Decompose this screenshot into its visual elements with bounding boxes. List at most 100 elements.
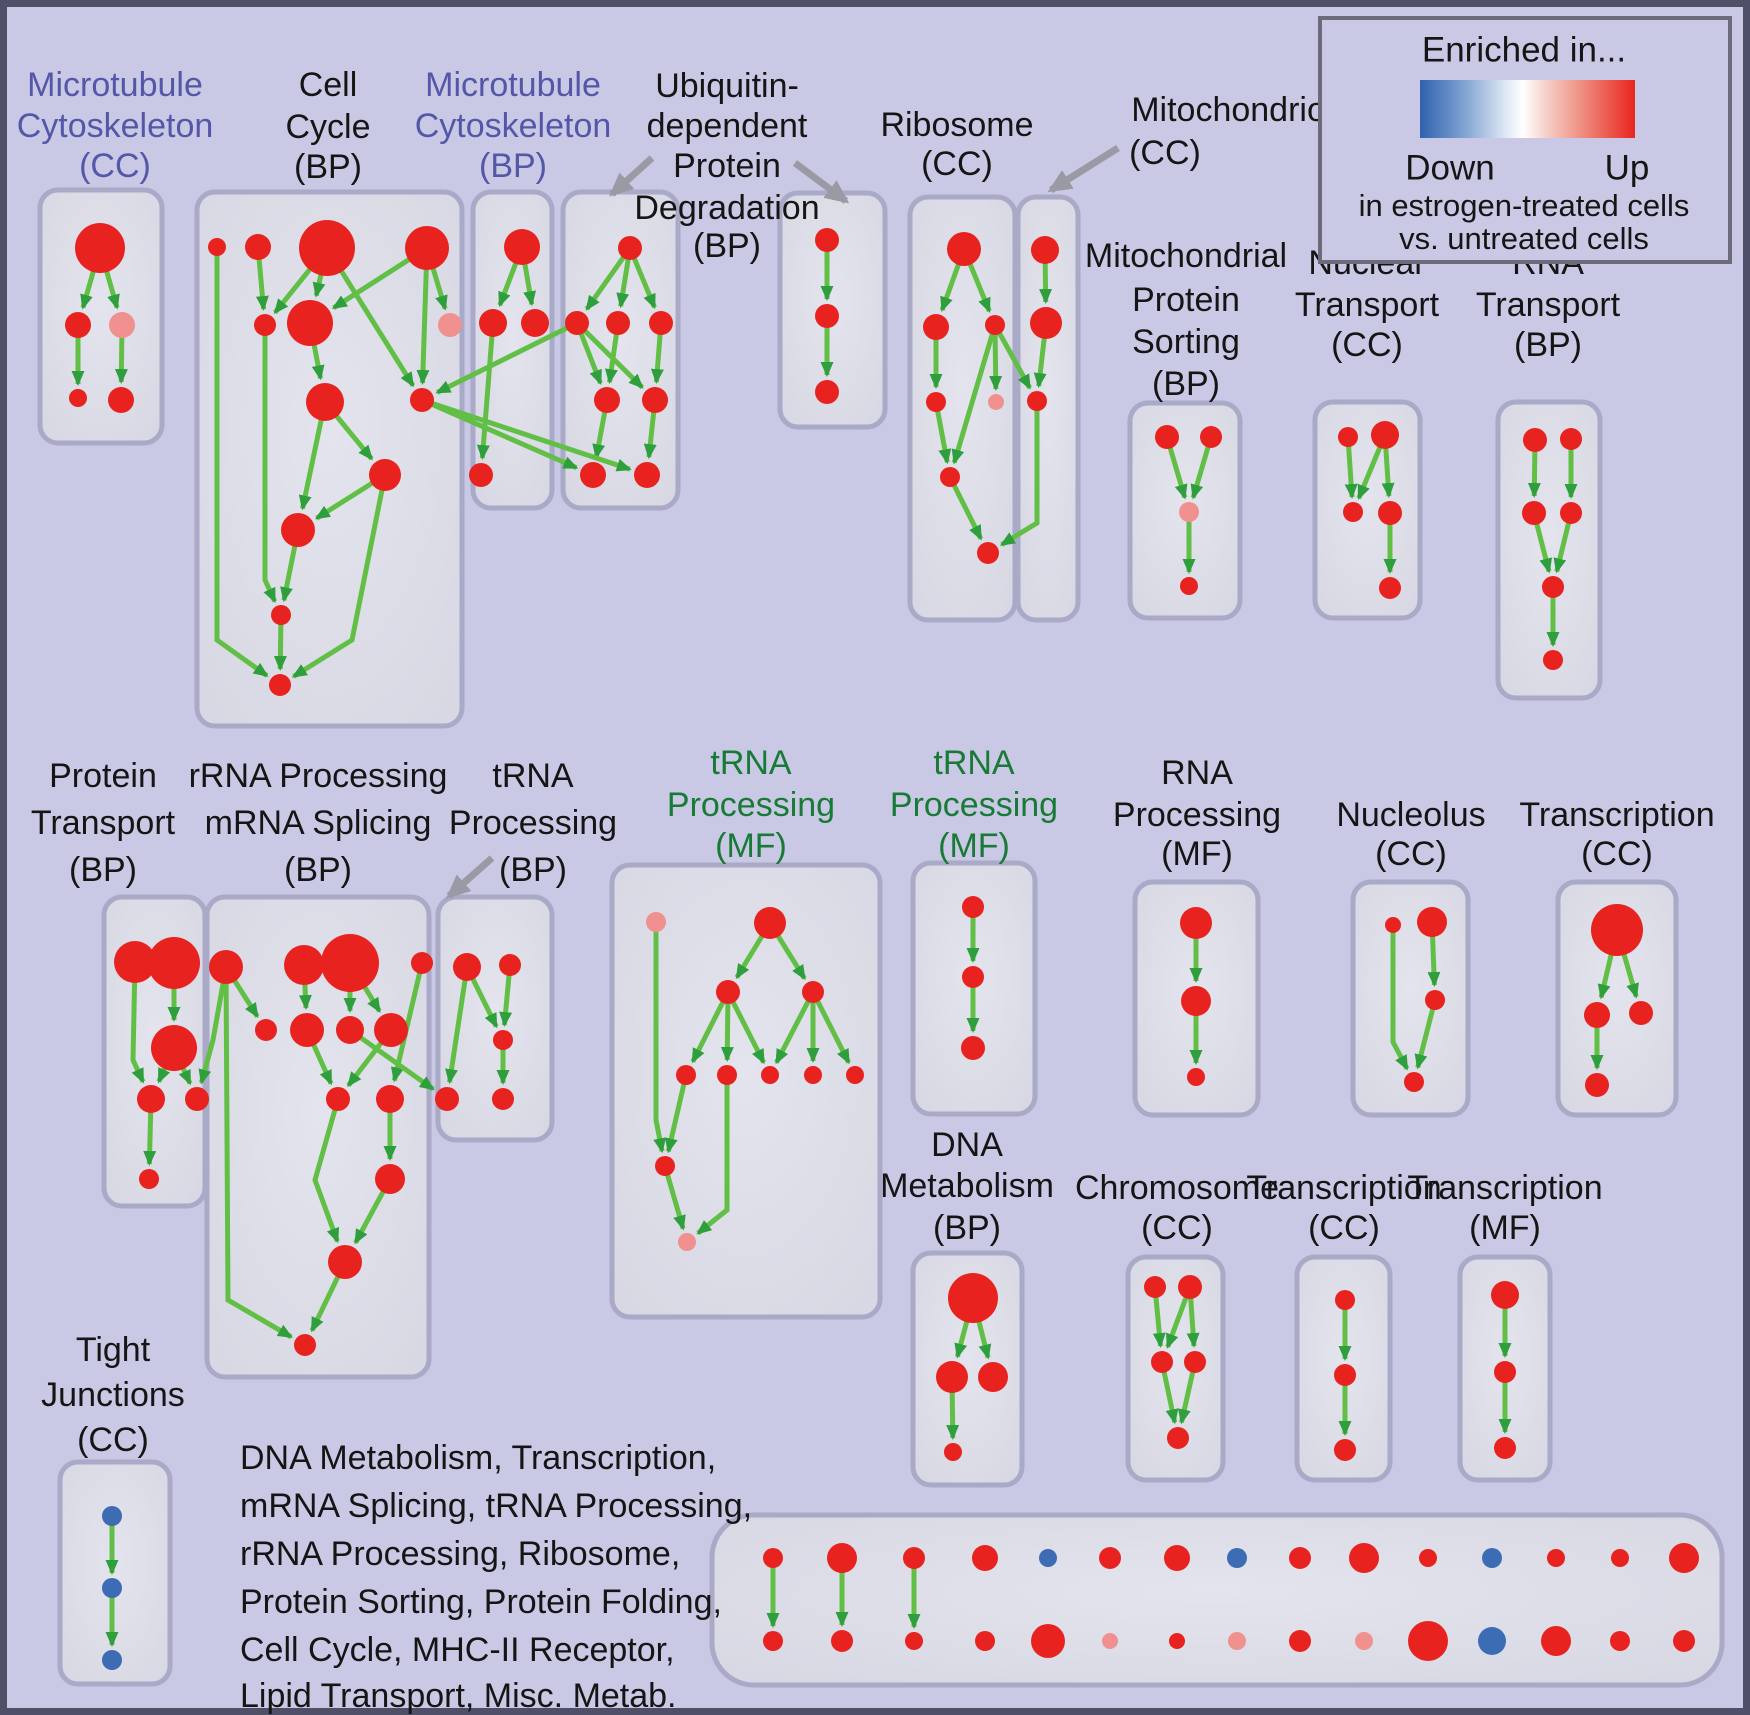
legend-up-label: Up	[1605, 148, 1650, 187]
group-label-trna-processing-mf-large-line1: Processing	[667, 786, 835, 824]
group-label-dna-metabolism-bp-line1: Metabolism	[880, 1167, 1054, 1205]
node-summary-col6-top	[1164, 1545, 1190, 1571]
node-ubiquitin-degradation-bp-U8	[634, 462, 660, 488]
node-microtubule-cytoskeleton-cc-a	[75, 223, 125, 273]
edge-nucleolus-cc	[1414, 999, 1438, 1070]
edge-protein-transport-bp	[130, 961, 146, 1084]
group-label-microtubule-cytoskeleton-cc-line1: Cytoskeleton	[17, 107, 214, 145]
edge-cell-cycle-bp	[291, 474, 388, 679]
node-cell-cycle-bp-C3	[299, 220, 355, 276]
node-summary-col14-bottom	[1673, 1630, 1695, 1652]
group-label-trna-processing-mf-small-line0: tRNA	[933, 744, 1015, 782]
edge-trna-processing-mf-large	[774, 990, 816, 1065]
group-label-trna-processing-mf-large-line0: tRNA	[710, 744, 792, 782]
layer-boxes	[37, 187, 1725, 1688]
node-summary-col2-top	[903, 1547, 925, 1569]
misc-categories-text-line4: Cell Cycle, MHC-II Receptor,	[240, 1631, 675, 1669]
edge-trna-processing-mf-large	[662, 1165, 686, 1231]
node-transcription-cc-X4	[1585, 1073, 1609, 1097]
node-ubiquitin-degradation-bp-U4	[649, 311, 673, 335]
node-transcription-cc-2-Y1	[1335, 1290, 1355, 1310]
group-label-ubiquitin-degradation-bp-line2: Protein	[673, 147, 781, 185]
group-label-ubiquitin-degradation-bp-line3: Degradation	[634, 189, 819, 227]
node-transcription-cc-2-Y3	[1334, 1439, 1356, 1461]
node-nuclear-transport-cc-NE	[1379, 577, 1401, 599]
edge-ubiquitin-degradation-bp	[584, 246, 633, 311]
group-label-microtubule-cytoskeleton-bp-line0: Microtubule	[425, 66, 601, 104]
node-summary-col13-bottom	[1610, 1631, 1630, 1651]
node-transcription-cc-2-Y2	[1334, 1364, 1356, 1386]
group-label-trna-processing-mf-large-line2: (MF)	[715, 827, 787, 865]
legend-subtitle-2: vs. untreated cells	[1399, 221, 1649, 256]
node-rna-transport-bp-K	[1543, 650, 1563, 670]
edge-ribosome-cc	[951, 324, 998, 465]
node-ubiquitin-degradation-bp-U7	[580, 462, 606, 488]
edge-trna-processing-mf-large	[810, 990, 851, 1065]
node-summary-col14-top	[1669, 1543, 1699, 1573]
node-summary-col7-bottom	[1228, 1632, 1246, 1650]
node-transcription-mf-Z3	[1494, 1437, 1516, 1459]
node-trna-processing-bp-T3	[493, 1030, 513, 1050]
group-label-nucleolus-cc-line1: (CC)	[1375, 835, 1447, 873]
group-label-microtubule-cytoskeleton-cc-line2: (CC)	[79, 147, 151, 185]
node-ubiquitin-degradation-bp-U3	[606, 311, 630, 335]
node-protein-transport-bp-P5	[185, 1087, 209, 1111]
ubiquitin-arrow-left	[609, 155, 655, 197]
edge-cross-rrna-processing-mrna-splicing-bp-protein-transport-bp	[198, 966, 229, 1085]
node-trna-processing-mf-large-GP	[646, 912, 666, 932]
node-ubiquitin-degradation-bp-2-N2	[815, 304, 839, 328]
edge-cell-cycle-bp	[416, 247, 430, 386]
node-rrna-processing-mrna-splicing-bp-R2	[284, 945, 324, 985]
node-mitochondrion-cc-MT1	[1031, 236, 1059, 264]
group-label-chromosome-cc-line0: Chromosome	[1075, 1169, 1279, 1207]
group-label-transcription-mf-line0: Transcription	[1407, 1169, 1602, 1207]
node-microtubule-cytoskeleton-bp-M4	[469, 463, 493, 487]
node-rrna-processing-mrna-splicing-bp-R5	[255, 1019, 277, 1041]
misc-categories-text-line5: Lipid Transport, Misc. Metab.	[240, 1677, 677, 1715]
node-summary-col6-bottom	[1169, 1633, 1185, 1649]
node-cell-cycle-bp-C10	[369, 459, 401, 491]
node-tight-junctions-cc-J2	[102, 1578, 122, 1598]
node-microtubule-cytoskeleton-cc-c	[109, 312, 135, 338]
group-label-ubiquitin-degradation-bp-line4: (BP)	[693, 227, 761, 265]
node-cell-cycle-bp-C11	[281, 513, 315, 547]
node-chromosome-cc-H3	[1151, 1351, 1173, 1373]
node-chromosome-cc-H4	[1184, 1351, 1206, 1373]
node-ribosome-cc-B4	[926, 392, 946, 412]
edge-trna-processing-mf-large	[696, 1075, 730, 1236]
ubiquitin-arrow-right	[792, 160, 850, 204]
node-tight-junctions-cc-J3	[102, 1650, 122, 1670]
node-trna-processing-mf-large-G7	[804, 1066, 822, 1084]
node-ubiquitin-degradation-bp-U6	[642, 387, 668, 413]
group-label-mitochondrial-protein-sorting-bp-line2: Sorting	[1132, 323, 1240, 361]
node-trna-processing-mf-large-G9	[655, 1156, 675, 1176]
node-rrna-processing-mrna-splicing-bp-R6	[290, 1013, 324, 1047]
group-label-rrna-processing-mrna-splicing-bp-line0: rRNA Processing	[189, 757, 448, 795]
group-label-ribosome-cc-line1: (CC)	[921, 145, 993, 183]
group-label-trna-processing-mf-small-line2: (MF)	[938, 827, 1010, 865]
node-summary-col2-bottom	[905, 1632, 923, 1650]
node-cell-cycle-bp-C5	[254, 314, 276, 336]
edge-ribosome-cc	[989, 324, 1003, 392]
node-cell-cycle-bp-C2	[245, 234, 271, 260]
node-protein-transport-bp-P1	[114, 941, 156, 983]
node-ribosome-cc-B1	[947, 232, 981, 266]
node-summary-col4-bottom	[1031, 1624, 1065, 1658]
group-box-misc-summary	[709, 1512, 1725, 1688]
group-label-transcription-cc-2-line0: Transcription	[1246, 1169, 1441, 1207]
node-summary-col12-bottom	[1541, 1626, 1571, 1656]
group-box-rna-transport-bp	[1495, 399, 1603, 701]
node-rrna-processing-mrna-splicing-bp-R4	[411, 952, 433, 974]
edge-trna-processing-mf-large	[664, 1074, 689, 1154]
node-rrna-processing-mrna-splicing-bp-R10	[376, 1085, 404, 1113]
node-rna-transport-bp-F	[1523, 428, 1547, 452]
group-label-protein-transport-bp-line0: Protein	[49, 757, 157, 795]
node-protein-transport-bp-P6	[139, 1169, 159, 1189]
group-label-protein-transport-bp-line2: (BP)	[69, 851, 137, 889]
mitochondrion-arrow	[1047, 145, 1120, 193]
node-nuclear-transport-cc-ND	[1378, 501, 1402, 525]
group-label-protein-transport-bp-line1: Transport	[31, 804, 176, 842]
node-mitochondrion-cc-MT2	[1030, 307, 1062, 339]
group-label-nucleolus-cc-line0: Nucleolus	[1336, 796, 1485, 834]
misc-categories-text-line1: mRNA Splicing, tRNA Processing,	[240, 1487, 752, 1525]
